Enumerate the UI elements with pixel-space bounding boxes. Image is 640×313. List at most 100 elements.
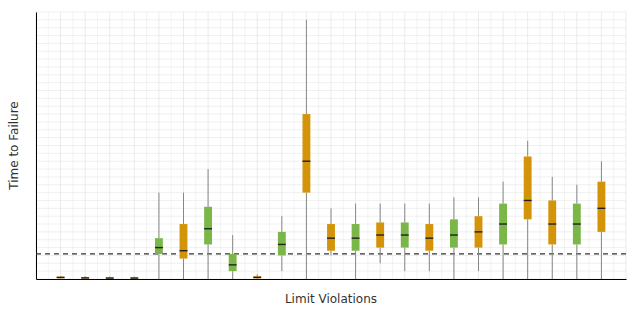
grid-line-x [36, 12, 37, 279]
grid-line-y [36, 19, 626, 20]
box-body [57, 277, 65, 279]
upper-whisker [576, 185, 577, 204]
median-line [425, 237, 433, 238]
grid-line-y [36, 98, 626, 99]
grid-line-y [36, 279, 626, 280]
box-body [229, 254, 237, 271]
box-body [548, 200, 556, 244]
grid-line-y [36, 176, 626, 177]
lower-whisker [429, 251, 430, 271]
box [130, 277, 138, 279]
box [450, 197, 458, 279]
box [597, 161, 605, 279]
upper-whisker [552, 177, 553, 201]
lower-whisker [453, 248, 454, 279]
grid [36, 12, 626, 279]
chart: Limit Violations Time to Failure [0, 0, 640, 313]
grid-line-y [36, 106, 626, 107]
grid-line-y [36, 169, 626, 170]
median-line [548, 223, 556, 224]
lower-whisker [552, 244, 553, 279]
median-line [401, 234, 409, 235]
upper-whisker [503, 182, 504, 204]
box-body [475, 216, 483, 247]
box [180, 193, 188, 279]
box-body [597, 182, 605, 232]
median-line [597, 208, 605, 209]
upper-whisker [601, 161, 602, 181]
grid-line-y [36, 200, 626, 201]
upper-whisker [306, 20, 307, 114]
box-body [352, 224, 360, 251]
lower-whisker [380, 248, 381, 264]
box-body [180, 224, 188, 259]
median-line [450, 234, 458, 235]
median-line [499, 223, 507, 224]
grid-line-y [36, 271, 626, 272]
median-line [573, 223, 581, 224]
box [302, 20, 310, 279]
box-body [376, 222, 384, 247]
grid-line-y [36, 192, 626, 193]
box [253, 274, 261, 279]
box [57, 276, 65, 279]
grid-line-y [36, 74, 626, 75]
grid-line-y [36, 82, 626, 83]
median-line [204, 228, 212, 229]
grid-line-y [36, 184, 626, 185]
grid-line-y [36, 51, 626, 52]
lower-whisker [232, 271, 233, 279]
median-line [155, 247, 163, 248]
box [352, 204, 360, 279]
box [327, 208, 335, 255]
box-body [499, 204, 507, 245]
lower-whisker [576, 244, 577, 279]
box-body [450, 219, 458, 247]
box-body [401, 222, 409, 247]
median-line [130, 277, 138, 278]
lower-whisker [503, 244, 504, 279]
upper-whisker [232, 235, 233, 254]
median-line [81, 277, 89, 278]
grid-line-y [36, 263, 626, 264]
x-axis [37, 279, 627, 280]
median-line [278, 244, 286, 245]
box [475, 197, 483, 271]
lower-whisker [306, 193, 307, 279]
plot-area [36, 20, 626, 279]
median-line [253, 277, 261, 278]
box [81, 276, 89, 279]
upper-whisker [331, 208, 332, 224]
box [401, 204, 409, 272]
upper-whisker [281, 216, 282, 232]
median-line [57, 277, 65, 278]
upper-whisker [257, 274, 258, 276]
axis-line [36, 13, 37, 280]
grid-line-y [36, 90, 626, 91]
grid-line-y [36, 145, 626, 146]
lower-whisker [158, 254, 159, 279]
upper-whisker [429, 204, 430, 224]
axis-line [37, 279, 627, 280]
upper-whisker [404, 204, 405, 223]
upper-whisker [453, 197, 454, 219]
box-body [155, 238, 163, 254]
grid-line-y [36, 35, 626, 36]
lower-whisker [601, 232, 602, 279]
box [573, 185, 581, 279]
lower-whisker [208, 244, 209, 279]
upper-whisker [158, 193, 159, 239]
median-line [229, 264, 237, 265]
grid-line-y [36, 121, 626, 122]
grid-line-y [36, 129, 626, 130]
lower-whisker [281, 255, 282, 271]
x-axis-title: Limit Violations [285, 292, 377, 306]
y-axis-title: Time to Failure [7, 101, 21, 191]
box-body [278, 232, 286, 256]
lower-whisker [331, 251, 332, 256]
median-line [376, 234, 384, 235]
grid-line-y [36, 66, 626, 67]
box [425, 204, 433, 272]
box-body [327, 224, 335, 251]
upper-whisker [355, 204, 356, 224]
